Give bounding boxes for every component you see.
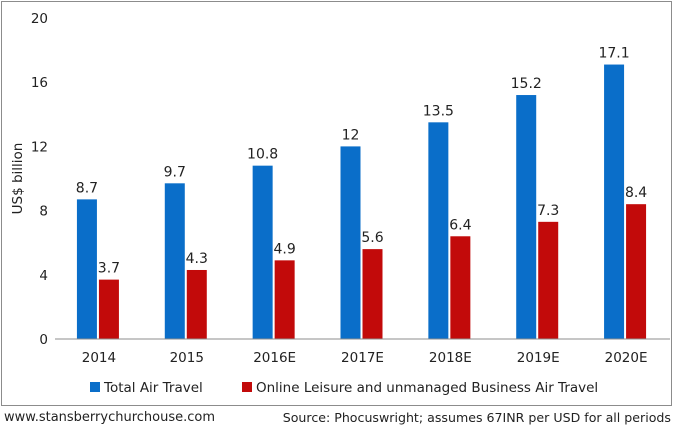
bar-total-air-travel: [164, 183, 185, 339]
bar-online-leisure: [274, 260, 295, 339]
bar-total-air-travel: [340, 146, 361, 339]
x-tick-label: 2015: [170, 350, 204, 366]
bar-total-air-travel: [516, 95, 537, 339]
data-label: 8.7: [76, 180, 98, 196]
bars: 8.7 3.7 9.7 4.3 10.8 4.9 12 5.6 13.5 6.4 15.2 7.3 17…: [76, 46, 647, 340]
y-tick-label: 4: [39, 268, 48, 284]
y-axis-ticks: 0 4 8 12 16 20: [31, 11, 48, 348]
legend-swatch: [90, 382, 100, 392]
data-label: 17.1: [598, 46, 629, 62]
x-axis-ticks: 2014 2015 2016E 2017E 2018E 2019E 2020E: [82, 350, 648, 366]
data-label: 15.2: [511, 76, 542, 92]
data-label: 8.4: [625, 185, 647, 201]
x-tick-label: 2020E: [605, 350, 648, 366]
data-label: 5.6: [361, 230, 383, 246]
x-tick-label: 2014: [82, 350, 116, 366]
x-tick-label: 2016E: [253, 350, 296, 366]
data-label: 10.8: [247, 147, 278, 163]
bar-online-leisure: [538, 221, 559, 339]
data-label: 7.3: [537, 203, 559, 219]
bar-online-leisure: [186, 269, 207, 339]
y-tick-label: 8: [39, 204, 48, 220]
y-tick-label: 16: [31, 75, 48, 91]
y-tick-label: 20: [31, 11, 48, 27]
bar-online-leisure: [450, 236, 471, 339]
legend: Total Air Travel Online Leisure and unman…: [90, 380, 598, 396]
data-label: 6.4: [449, 217, 471, 233]
x-tick-label: 2018E: [429, 350, 472, 366]
x-tick-label: 2019E: [517, 350, 560, 366]
bar-total-air-travel: [76, 199, 97, 339]
data-label: 4.3: [186, 251, 208, 267]
footer-source: Source: Phocuswright; assumes 67INR per …: [282, 410, 671, 425]
data-label: 4.9: [274, 241, 296, 257]
y-tick-label: 12: [31, 139, 48, 155]
data-label: 3.7: [98, 261, 120, 277]
chart-frame: 0 4 8 12 16 20 8.7 3.7 9.7 4.3 10.8 4.9 12 5.6 13.5 6.…: [1, 1, 672, 406]
bar-total-air-travel: [252, 165, 273, 339]
legend-swatch: [242, 382, 252, 392]
data-label: 13.5: [423, 103, 454, 119]
y-tick-label: 0: [39, 332, 48, 348]
bar-online-leisure: [98, 279, 119, 339]
bar-total-air-travel: [428, 122, 449, 339]
legend-label: Total Air Travel: [103, 380, 203, 396]
y-axis-label: US$ billion: [10, 143, 26, 215]
x-tick-label: 2017E: [341, 350, 384, 366]
bar-chart: 0 4 8 12 16 20 8.7 3.7 9.7 4.3 10.8 4.9 12 5.6 13.5 6.…: [10, 11, 670, 396]
bar-total-air-travel: [604, 64, 625, 340]
data-label: 9.7: [164, 164, 186, 180]
bar-online-leisure: [626, 204, 647, 339]
data-label: 12: [342, 127, 360, 143]
bar-online-leisure: [362, 249, 383, 339]
legend-label: Online Leisure and unmanaged Business Ai…: [256, 380, 598, 396]
footer-website: www.stansberrychurchouse.com: [4, 410, 216, 425]
